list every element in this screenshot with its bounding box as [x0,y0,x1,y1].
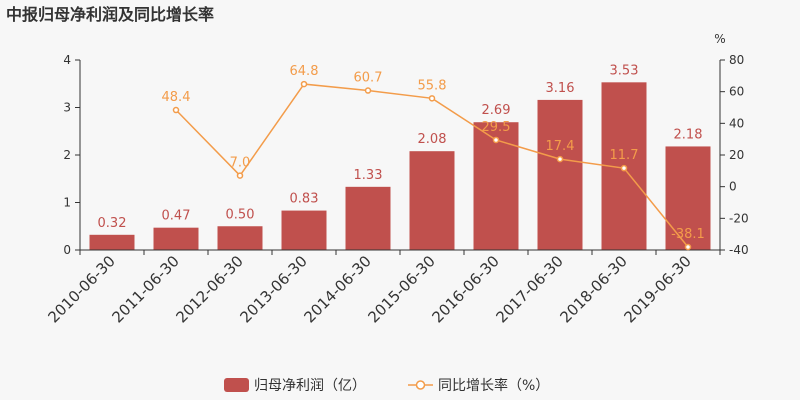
bar-value-label: 2.08 [418,132,447,147]
legend: 归母净利润（亿） 同比增长率（%） [224,377,549,394]
line-value-label: 29.5 [482,120,511,135]
bar [281,210,327,250]
bar [665,146,711,250]
bar [89,234,135,250]
right-axis-tick-label: 80 [729,53,744,67]
x-axis-tick-label: 2018-06-30 [556,252,630,326]
bar-value-label: 0.32 [98,216,127,231]
legend-line-label: 同比增长率（%） [438,377,549,394]
x-axis-tick-label: 2016-06-30 [428,252,502,326]
left-axis-tick-label: 1 [63,196,71,210]
bar [473,122,519,250]
bar-value-label: 0.50 [226,207,255,222]
line-value-label: 17.4 [546,139,575,154]
line-value-label: 60.7 [354,71,383,86]
bar [345,186,391,250]
right-axis-unit: % [714,32,725,46]
right-axis-tick-label: 0 [729,180,737,194]
line-point [428,95,436,102]
right-axis-tick-label: 40 [729,116,744,130]
x-axis-tick-label: 2017-06-30 [492,252,566,326]
x-axis-tick-label: 2010-06-30 [44,252,118,326]
line-point [364,87,372,94]
line-point [620,164,628,172]
x-axis-tick-label: 2012-06-30 [172,252,246,326]
right-axis-tick-label: 60 [729,85,744,99]
bar [409,151,455,250]
left-axis-tick-label: 0 [63,243,71,257]
bar-series: 0.32 0.47 0.50 0.83 1.33 2.08 2.69 3.16 3.53 2.18 [89,63,711,251]
left-axis-tick-label: 3 [63,101,71,115]
left-axis-tick-label: 2 [63,148,71,162]
x-axis: 2010-06-302011-06-302012-06-302013-06-30… [44,249,721,326]
bar [153,227,199,250]
bar [537,99,583,251]
line-point [492,136,500,144]
legend-bar-label: 归母净利润（亿） [254,377,366,394]
right-y-axis: -40 -20 0 20 40 60 80 [719,53,749,257]
bar-value-label: 2.69 [482,103,511,118]
line-value-label: 48.4 [162,90,191,105]
x-axis-tick-label: 2019-06-30 [620,252,694,326]
bar-value-label: 3.53 [610,63,639,78]
line-point [556,155,564,163]
bar [217,226,263,250]
chart-title: 中报归母净利润及同比增长率 [6,5,214,24]
bar-value-label: 0.47 [162,209,191,224]
x-axis-tick-label: 2014-06-30 [300,252,374,326]
line-value-label: 64.8 [290,64,319,79]
bar-value-label: 3.16 [546,81,575,96]
line-point [172,106,180,114]
line-point [684,243,692,251]
line-value-label: -38.1 [671,227,705,242]
x-axis-tick-label: 2013-06-30 [236,252,310,326]
legend-bar-swatch [224,378,249,392]
legend-line-marker [415,380,426,390]
line-value-label: 55.8 [418,78,447,93]
line-value-label: 11.7 [610,148,639,163]
line-point [300,80,308,88]
left-y-axis: 0 1 2 3 4 [63,53,81,257]
right-axis-tick-label: -20 [729,211,749,225]
left-axis-tick-label: 4 [63,53,71,67]
bar-value-label: 2.18 [674,127,703,142]
x-axis-tick-label: 2015-06-30 [364,252,438,326]
line-value-label: 7.0 [230,156,251,171]
line-series: 48.4 7.0 64.8 60.7 55.8 29.5 17.4 11.7 -38.1 [162,64,705,251]
right-axis-tick-label: 20 [729,148,744,162]
bar-value-label: 1.33 [354,168,383,183]
x-axis-tick-label: 2011-06-30 [108,252,182,326]
line-point [236,172,244,179]
bar-value-label: 0.83 [290,192,319,207]
right-axis-tick-label: -40 [729,243,749,257]
